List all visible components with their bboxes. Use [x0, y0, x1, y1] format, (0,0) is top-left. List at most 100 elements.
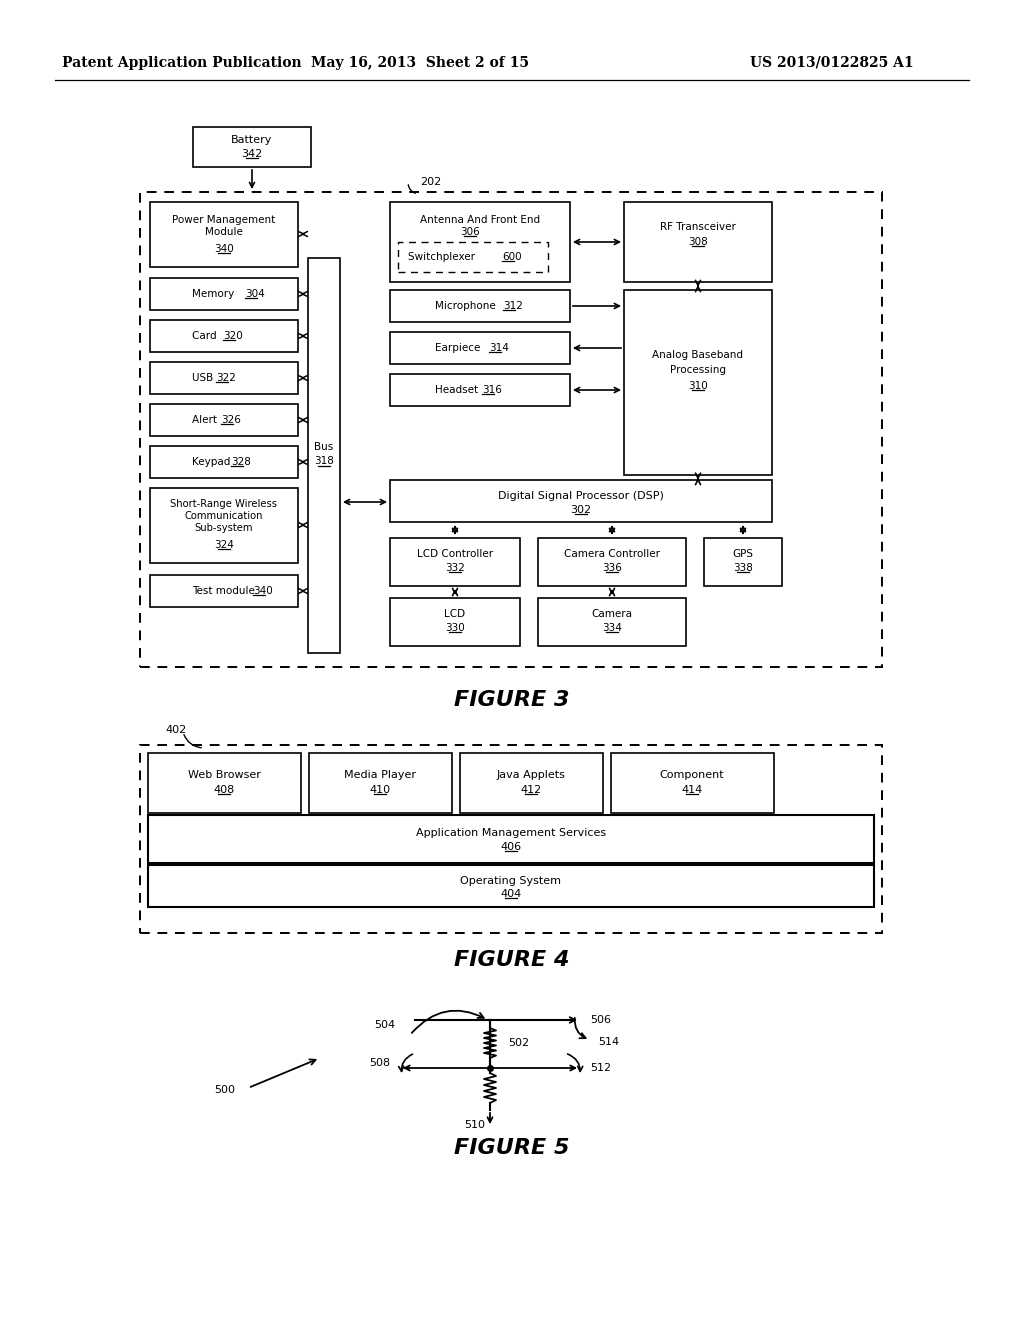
Text: 328: 328: [231, 457, 251, 467]
Text: 320: 320: [223, 331, 243, 341]
Text: 338: 338: [733, 564, 753, 573]
Text: Component: Component: [659, 770, 724, 780]
Text: 500: 500: [214, 1085, 236, 1096]
Text: Headset: Headset: [435, 385, 481, 395]
Text: 322: 322: [216, 374, 236, 383]
Text: 310: 310: [688, 381, 708, 391]
Text: 342: 342: [242, 149, 262, 158]
Text: Operating System: Operating System: [461, 876, 561, 886]
Text: LCD Controller: LCD Controller: [417, 549, 494, 558]
Bar: [611, 752, 774, 813]
Text: 308: 308: [688, 238, 708, 247]
Text: 302: 302: [570, 506, 592, 515]
Bar: [150, 576, 298, 607]
Bar: [140, 744, 882, 933]
Text: FIGURE 5: FIGURE 5: [455, 1138, 569, 1158]
Bar: [150, 362, 298, 393]
Text: May 16, 2013  Sheet 2 of 15: May 16, 2013 Sheet 2 of 15: [311, 55, 529, 70]
Text: Analog Baseband: Analog Baseband: [652, 350, 743, 360]
Text: 306: 306: [460, 227, 480, 238]
Text: Processing: Processing: [670, 366, 726, 375]
Text: USB: USB: [193, 374, 216, 383]
Text: 334: 334: [602, 623, 622, 634]
Text: 600: 600: [502, 252, 521, 261]
Text: 402: 402: [165, 725, 186, 735]
Text: US 2013/0122825 A1: US 2013/0122825 A1: [750, 55, 913, 70]
Text: 326: 326: [221, 414, 241, 425]
Text: Memory: Memory: [193, 289, 238, 300]
Bar: [148, 814, 874, 863]
Bar: [308, 257, 340, 653]
Text: 406: 406: [501, 842, 521, 851]
Text: 340: 340: [253, 586, 272, 597]
Bar: [150, 488, 298, 564]
Bar: [140, 191, 882, 667]
Bar: [150, 446, 298, 478]
Text: 504: 504: [374, 1020, 395, 1030]
Text: Microphone: Microphone: [435, 301, 499, 312]
Text: 314: 314: [489, 343, 509, 352]
Bar: [705, 539, 782, 586]
Bar: [148, 752, 301, 813]
Text: Switchplexer: Switchplexer: [408, 252, 478, 261]
Bar: [150, 404, 298, 436]
Text: RF Transceiver: RF Transceiver: [660, 222, 736, 232]
Bar: [150, 319, 298, 352]
Text: 340: 340: [214, 244, 233, 253]
Text: GPS: GPS: [732, 549, 754, 558]
Bar: [390, 333, 570, 364]
Text: Earpiece: Earpiece: [435, 343, 483, 352]
Text: Camera: Camera: [592, 609, 633, 619]
Text: 506: 506: [590, 1015, 611, 1026]
Text: 202: 202: [420, 177, 441, 187]
Text: Power Management: Power Management: [172, 215, 275, 224]
Bar: [150, 279, 298, 310]
Text: 332: 332: [445, 564, 465, 573]
Text: Sub-system: Sub-system: [195, 523, 253, 533]
Text: Patent Application Publication: Patent Application Publication: [62, 55, 302, 70]
Text: 410: 410: [370, 785, 390, 795]
Text: Bus: Bus: [314, 442, 334, 453]
Text: Media Player: Media Player: [344, 770, 416, 780]
Bar: [460, 752, 603, 813]
Text: 512: 512: [590, 1063, 611, 1073]
Text: 514: 514: [598, 1038, 620, 1047]
Bar: [148, 865, 874, 907]
Text: 508: 508: [369, 1059, 390, 1068]
Text: Java Applets: Java Applets: [497, 770, 565, 780]
Text: 312: 312: [503, 301, 523, 312]
Bar: [390, 290, 570, 322]
Text: Short-Range Wireless: Short-Range Wireless: [171, 499, 278, 510]
Text: Card: Card: [193, 331, 220, 341]
Text: 412: 412: [520, 785, 542, 795]
Bar: [390, 539, 520, 586]
Text: Antenna And Front End: Antenna And Front End: [420, 215, 540, 224]
Bar: [150, 202, 298, 267]
Bar: [390, 202, 570, 282]
Text: 404: 404: [501, 888, 521, 899]
Bar: [624, 290, 772, 475]
Bar: [624, 202, 772, 282]
Text: Keypad: Keypad: [193, 457, 233, 467]
Text: 502: 502: [508, 1038, 529, 1048]
Text: Module: Module: [205, 227, 243, 238]
Text: 304: 304: [245, 289, 265, 300]
Bar: [390, 374, 570, 407]
Bar: [538, 539, 686, 586]
Bar: [398, 242, 548, 272]
Text: 330: 330: [445, 623, 465, 634]
Bar: [193, 127, 311, 168]
Text: 414: 414: [681, 785, 702, 795]
Bar: [309, 752, 452, 813]
Text: 408: 408: [213, 785, 234, 795]
Text: FIGURE 3: FIGURE 3: [455, 690, 569, 710]
Text: Camera Controller: Camera Controller: [564, 549, 660, 558]
Text: 318: 318: [314, 457, 334, 466]
Text: 324: 324: [214, 540, 233, 550]
Text: 336: 336: [602, 564, 622, 573]
Text: 510: 510: [464, 1119, 485, 1130]
Bar: [390, 598, 520, 645]
Text: LCD: LCD: [444, 609, 466, 619]
Text: Digital Signal Processor (DSP): Digital Signal Processor (DSP): [498, 491, 664, 502]
Bar: [390, 480, 772, 521]
